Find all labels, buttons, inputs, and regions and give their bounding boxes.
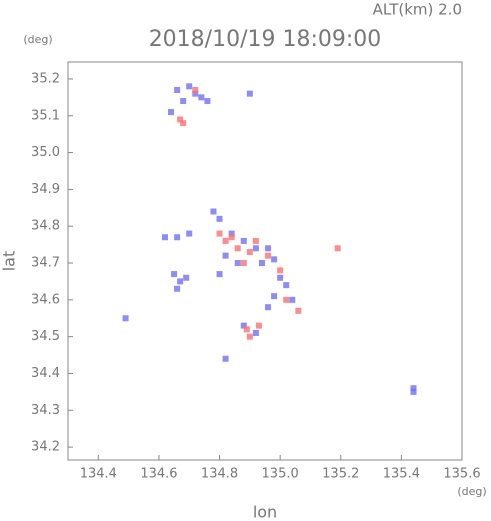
echo-point (240, 237, 247, 244)
x-tick-label: 134.4 (80, 467, 117, 482)
echo-point (183, 274, 190, 281)
y-tick-label: 34.9 (31, 182, 60, 197)
plot-frame (67, 61, 463, 461)
echo-point (204, 98, 211, 105)
y-tick-label: 35.2 (31, 71, 60, 86)
echo-point (234, 260, 241, 267)
echo-point (222, 237, 229, 244)
echo-point (334, 245, 341, 252)
echo-point (180, 98, 187, 105)
echo-point (240, 322, 247, 329)
echo-point (210, 208, 217, 215)
x-tick-label: 135.6 (443, 467, 480, 482)
echo-point (168, 109, 175, 116)
echo-point (243, 326, 250, 333)
echo-point (410, 388, 417, 395)
x-tick-label: 134.8 (201, 467, 238, 482)
x-tick-label: 134.6 (140, 467, 177, 482)
echo-point (265, 252, 272, 259)
echo-point (246, 248, 253, 255)
x-unit: (deg) (457, 485, 486, 498)
chart-subtitle: ALT(km) 2.0 (373, 1, 462, 19)
y-tick-label: 34.8 (31, 219, 60, 234)
y-tick-label: 34.6 (31, 292, 60, 307)
echo-point (265, 304, 272, 311)
echo-point (186, 230, 193, 237)
echo-point (174, 86, 181, 93)
echo-point (277, 267, 284, 274)
echo-point (246, 90, 253, 97)
echo-point (252, 237, 259, 244)
x-tick-label: 135.4 (383, 467, 420, 482)
y-tick-label: 34.7 (31, 256, 60, 271)
echo-point (283, 296, 290, 303)
echo-point (180, 120, 187, 127)
echo-point (222, 355, 229, 362)
echo-point (198, 94, 205, 101)
echo-point (234, 245, 241, 252)
echo-point (271, 293, 278, 300)
chart-title: 2018/10/19 18:09:00 (149, 27, 382, 52)
echo-point (271, 256, 278, 263)
echo-point (192, 86, 199, 93)
echo-point (228, 234, 235, 241)
echo-point (161, 234, 168, 241)
echo-point (177, 116, 184, 123)
echo-point (277, 274, 284, 281)
y-tick-label: 35.0 (31, 145, 60, 160)
echo-point (252, 329, 259, 336)
echo-point (171, 271, 178, 278)
echo-point (177, 278, 184, 285)
y-tick-label: 34.2 (31, 440, 60, 455)
echo-point (240, 260, 247, 267)
y-tick-label: 34.3 (31, 403, 60, 418)
echo-point (216, 271, 223, 278)
echo-point (228, 230, 235, 237)
echo-point (216, 215, 223, 222)
echo-point (410, 385, 417, 392)
y-tick-label: 34.4 (31, 366, 60, 381)
echo-point (186, 83, 193, 90)
echo-point (174, 285, 181, 292)
y-tick-label: 34.5 (31, 329, 60, 344)
y-unit: (deg) (23, 33, 52, 46)
echo-point (252, 245, 259, 252)
echo-point (122, 315, 129, 322)
echo-point (258, 260, 265, 267)
echo-point (222, 252, 229, 259)
echo-point (216, 230, 223, 237)
echo-point (265, 245, 272, 252)
echo-point (295, 307, 302, 314)
echo-point (283, 282, 290, 289)
echo-point (192, 90, 199, 97)
echo-point (174, 234, 181, 241)
y-tick-label: 35.1 (31, 108, 60, 123)
x-tick-label: 135.0 (262, 467, 299, 482)
y-axis-label: lat (0, 251, 19, 272)
echo-point (255, 322, 262, 329)
x-tick-label: 135.2 (322, 467, 359, 482)
echo-point (246, 333, 253, 340)
echo-point (289, 296, 296, 303)
x-axis-label: lon (253, 503, 277, 521)
